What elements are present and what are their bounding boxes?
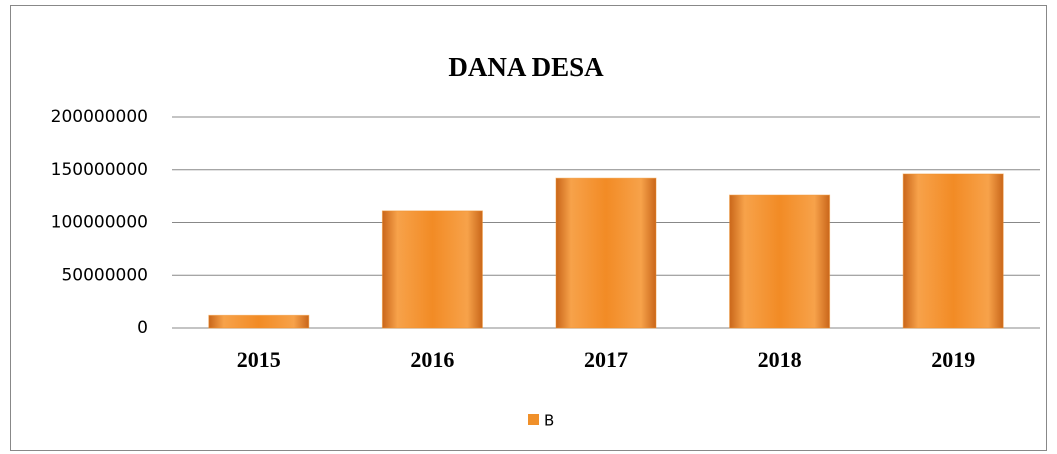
- y-tick-label: 50000000: [61, 265, 148, 285]
- y-tick-label: 200000000: [51, 107, 148, 127]
- chart-title: DANA DESA: [448, 52, 604, 82]
- bar: [555, 177, 657, 329]
- x-tick-label: 2015: [237, 347, 281, 372]
- y-tick-label: 0: [137, 318, 148, 338]
- x-tick-label: 2019: [931, 347, 975, 372]
- legend-label: B: [544, 412, 554, 430]
- bar: [208, 314, 310, 329]
- y-tick-label: 150000000: [51, 160, 148, 180]
- bar: [902, 173, 1004, 329]
- x-tick-label: 2018: [758, 347, 802, 372]
- y-tick-label: 100000000: [51, 213, 148, 233]
- legend-swatch: [528, 414, 539, 425]
- chart-frame: [10, 5, 1047, 451]
- bar: [729, 194, 831, 329]
- x-tick-label: 2017: [584, 347, 628, 372]
- x-tick-label: 2016: [410, 347, 454, 372]
- bar: [381, 210, 483, 329]
